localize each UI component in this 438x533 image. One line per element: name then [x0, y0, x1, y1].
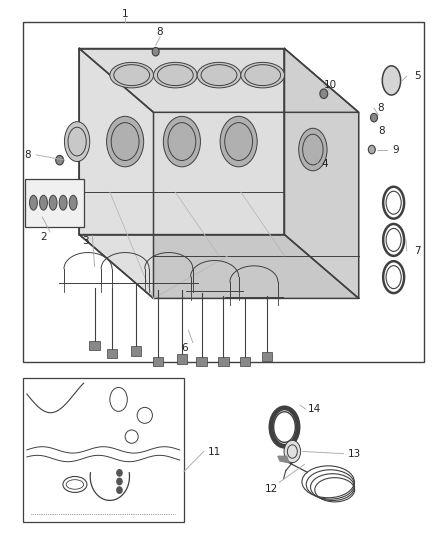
Ellipse shape — [163, 116, 201, 167]
Ellipse shape — [49, 195, 57, 210]
Text: 6: 6 — [181, 343, 187, 353]
Ellipse shape — [220, 116, 257, 167]
Ellipse shape — [69, 195, 77, 210]
Text: 3: 3 — [82, 236, 89, 246]
Ellipse shape — [39, 195, 47, 210]
Polygon shape — [278, 456, 289, 463]
Bar — [152, 357, 163, 367]
Text: 4: 4 — [321, 159, 328, 169]
Text: 9: 9 — [392, 144, 399, 155]
Text: 14: 14 — [307, 404, 321, 414]
Ellipse shape — [197, 62, 241, 88]
Text: 8: 8 — [378, 126, 385, 136]
Ellipse shape — [241, 62, 285, 88]
Text: 5: 5 — [414, 71, 421, 81]
Ellipse shape — [368, 146, 375, 154]
Polygon shape — [285, 49, 359, 298]
Ellipse shape — [153, 62, 197, 88]
Polygon shape — [79, 235, 359, 298]
Text: 10: 10 — [324, 80, 337, 90]
Polygon shape — [79, 49, 285, 235]
Text: 13: 13 — [348, 449, 361, 458]
Bar — [240, 357, 251, 367]
Text: 8: 8 — [25, 150, 31, 160]
Bar — [131, 346, 141, 356]
Bar — [262, 352, 272, 361]
Ellipse shape — [382, 66, 401, 95]
Polygon shape — [79, 49, 153, 298]
Bar — [22, 22, 424, 362]
Bar — [89, 341, 100, 351]
Ellipse shape — [29, 195, 37, 210]
Polygon shape — [79, 49, 359, 112]
Text: 12: 12 — [265, 484, 278, 494]
Ellipse shape — [371, 114, 378, 122]
Ellipse shape — [59, 195, 67, 210]
Ellipse shape — [56, 156, 64, 165]
Text: 8: 8 — [377, 103, 384, 113]
Bar — [25, 179, 84, 227]
Ellipse shape — [106, 116, 144, 167]
Text: 11: 11 — [208, 447, 221, 456]
Text: 1: 1 — [122, 9, 128, 19]
Circle shape — [117, 478, 122, 484]
Bar — [196, 357, 207, 367]
Bar — [107, 349, 117, 359]
Ellipse shape — [64, 122, 90, 161]
Bar — [22, 378, 184, 522]
Bar — [218, 357, 229, 367]
Bar — [177, 354, 187, 364]
Ellipse shape — [299, 128, 327, 171]
Text: 2: 2 — [40, 232, 47, 243]
Ellipse shape — [152, 47, 159, 56]
Ellipse shape — [320, 89, 328, 99]
Text: 8: 8 — [157, 27, 163, 37]
Ellipse shape — [284, 440, 300, 463]
Ellipse shape — [110, 62, 153, 88]
Text: 7: 7 — [414, 246, 421, 255]
Circle shape — [117, 470, 122, 476]
Circle shape — [117, 487, 122, 493]
